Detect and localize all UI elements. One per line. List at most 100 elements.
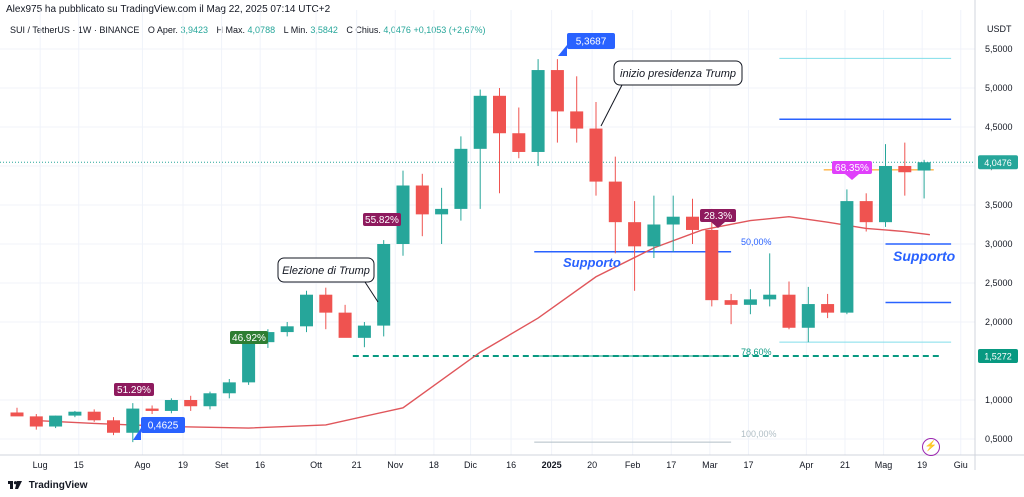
candle-body (68, 411, 82, 416)
candle-body (184, 400, 198, 407)
x-axis: Lug 15 Ago 19 Set 16 Ott 21 Nov 18 Dic 16 2025 20 Feb 1… (33, 460, 968, 470)
grid (0, 10, 975, 455)
candle-body (300, 294, 313, 327)
support-label-2: Supporto (893, 248, 956, 264)
low-price-label: 0,4625 (141, 417, 185, 433)
pct-badge-2-text: 46.92% (232, 333, 266, 344)
candle-body (280, 326, 294, 333)
x-tick-label: Ago (134, 460, 150, 470)
low-value: 3,5842 (310, 25, 338, 35)
last-price-badge-text: 4,0476 (984, 158, 1012, 168)
callout-text: inizio presidenza Trump (620, 68, 736, 80)
callout-text: Elezione di Trump (282, 265, 370, 277)
low-price-pointer (133, 428, 141, 440)
open-label: O (147, 25, 155, 35)
x-tick-label: Lug (33, 460, 48, 470)
lightning-icon[interactable]: ⚡ (922, 438, 940, 456)
candle-body (473, 95, 487, 149)
candle-body (898, 166, 912, 173)
y-tick-label: 2,0000 (985, 317, 1013, 327)
symbol-label: SUI / TetherUS · 1W · BINANCE (10, 25, 140, 35)
candle-body (821, 304, 835, 313)
low-price-label-text: 0,4625 (148, 421, 179, 432)
level-badge-bg (978, 349, 1018, 364)
x-tick-label: Mar (702, 460, 718, 470)
callout-leader (364, 281, 379, 303)
fib-label: 78,60% (741, 347, 772, 357)
brand-name: TradingView (28, 480, 88, 491)
y-tick-label: 1,0000 (985, 395, 1013, 405)
callout-presidenza: inizio presidenza Trump (600, 60, 743, 127)
x-tick-label: 17 (743, 460, 753, 470)
candle-body (493, 95, 506, 134)
change-value: +0,1053 (+2,67%) (413, 25, 486, 35)
pct-badge-3-text: 55.82% (365, 215, 399, 226)
pct-badge-5-bg (832, 161, 872, 174)
pct-badge-4: 28.3% (700, 209, 736, 222)
candle-body (107, 420, 120, 433)
candle-body (917, 162, 931, 171)
high-label: H (216, 25, 224, 35)
close-label: C (346, 25, 353, 35)
x-tick-label: 21 (352, 460, 362, 470)
y-tick-label: 5,0000 (985, 83, 1013, 93)
candle-body (647, 224, 661, 247)
x-tick-label: 16 (506, 460, 516, 470)
high-price-label: 5,3687 (567, 33, 615, 49)
callout-leader (600, 84, 623, 127)
fib-label: 50,00% (741, 237, 772, 247)
candle-body (859, 201, 873, 223)
low-price-label-bg (141, 417, 185, 433)
high-value: 4,0788 (247, 25, 276, 35)
candle-body (531, 70, 545, 152)
low-label: L (283, 25, 289, 35)
candle-body (435, 208, 449, 215)
x-tick-label: Ott (310, 460, 323, 470)
x-tick-label: Mag (875, 460, 893, 470)
candle-body (454, 148, 468, 209)
pct-badge-3: 55.82% (363, 213, 401, 226)
candle-body (357, 325, 371, 338)
high-text: Max. (225, 25, 246, 35)
candle-body (415, 185, 429, 215)
open-text: Aper. (156, 25, 178, 35)
level-badge-text: 1,5272 (984, 352, 1012, 362)
candle-body (686, 216, 699, 230)
candle-body (377, 244, 391, 326)
pct-badge-3-bg (363, 213, 401, 226)
candle-body (763, 294, 777, 300)
close-value: 4,0476 (383, 25, 411, 35)
candle-body (29, 416, 43, 427)
x-tick-label: Apr (799, 460, 813, 470)
x-tick-label: Giu (954, 460, 968, 470)
candle-body (550, 70, 564, 112)
close-text: Chius. (355, 25, 381, 35)
publisher-line: Alex975 ha pubblicato su TradingView.com… (6, 4, 331, 15)
candle-body (628, 222, 642, 247)
candle-body (10, 412, 24, 417)
callout-elezione: Elezione di Trump (277, 257, 379, 303)
candle-body (145, 408, 159, 411)
high-price-label-text: 5,3687 (576, 37, 607, 48)
high-price-label-bg (567, 33, 615, 49)
x-tick-label: Dic (464, 460, 477, 470)
pct-badge-2: 46.92% (230, 331, 268, 344)
callout-box (277, 257, 375, 283)
candle-body (319, 294, 333, 313)
pct-badge-2-bg (230, 331, 268, 344)
candle-body (782, 294, 796, 328)
y-tick-label: 5,5000 (985, 44, 1013, 54)
x-tick-label: 18 (429, 460, 439, 470)
y-tick-label: 3,0000 (985, 239, 1013, 249)
y-tick-label: 4,5000 (985, 122, 1013, 132)
candle-body (49, 415, 63, 427)
candle-body (589, 128, 603, 182)
candle-body (879, 166, 892, 223)
candle-body (164, 400, 178, 411)
x-tick-label: Set (215, 460, 229, 470)
pct-badge-1-bg (114, 383, 154, 396)
last-price-badge: 4,0476 (978, 155, 1018, 170)
callout-box (613, 60, 743, 86)
x-tick-label: 20 (587, 460, 597, 470)
